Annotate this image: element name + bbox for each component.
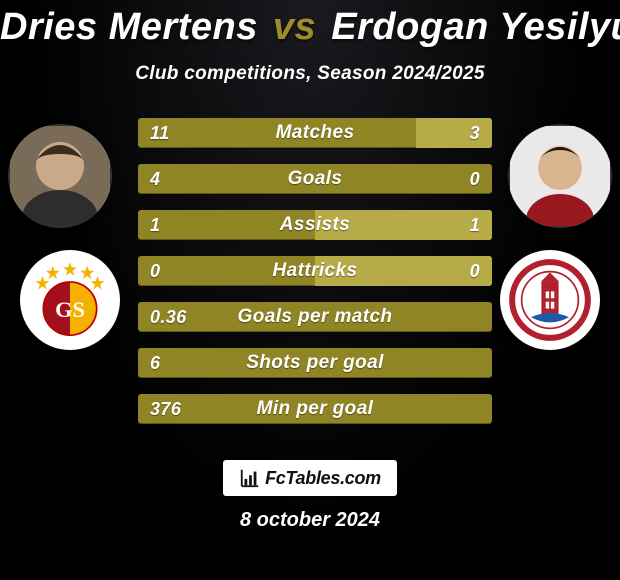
svg-text:GS: GS: [55, 297, 85, 322]
stat-row-label-wrap: 0.36Goals per match: [138, 302, 492, 332]
stat-bars: 11Matches34Goals01Assists10Hattricks00.3…: [138, 118, 492, 440]
stat-row: 6Shots per goal: [138, 348, 492, 378]
stat-value-player1: 6: [150, 353, 194, 374]
stat-value-player1: 0: [150, 261, 194, 282]
stat-label: Goals: [194, 168, 436, 190]
stat-label: Matches: [194, 122, 436, 144]
stat-row: 0.36Goals per match: [138, 302, 492, 332]
stat-value-player1: 0.36: [150, 307, 194, 328]
stat-value-player1: 376: [150, 399, 194, 420]
title-vs: vs: [269, 6, 320, 48]
stat-value-player1: 4: [150, 169, 194, 190]
stat-row-label-wrap: 11Matches3: [138, 118, 492, 148]
stat-row: 11Matches3: [138, 118, 492, 148]
galatasaray-icon: GS: [27, 257, 113, 343]
stat-value-player2: 0: [436, 261, 480, 282]
player1-name: Dries Mertens: [0, 6, 258, 48]
barchart-icon: [239, 467, 261, 489]
stat-label: Assists: [194, 214, 436, 236]
branding-badge: FcTables.com: [223, 460, 397, 496]
stat-row-label-wrap: 6Shots per goal: [138, 348, 492, 378]
stat-row-label-wrap: 4Goals0: [138, 164, 492, 194]
antalyaspor-icon: [507, 257, 593, 343]
comparison-title: Dries Mertens vs Erdogan Yesilyurt: [0, 0, 620, 49]
date-stamp: 8 october 2024: [0, 509, 620, 532]
player2-name: Erdogan Yesilyurt: [331, 6, 620, 48]
stat-row: 0Hattricks0: [138, 256, 492, 286]
stat-row-label-wrap: 0Hattricks0: [138, 256, 492, 286]
stat-label: Hattricks: [194, 260, 436, 282]
stat-value-player2: 3: [436, 123, 480, 144]
subtitle: Club competitions, Season 2024/2025: [0, 63, 620, 85]
stat-row: 1Assists1: [138, 210, 492, 240]
stat-value-player2: 1: [436, 215, 480, 236]
stat-row: 376Min per goal: [138, 394, 492, 424]
stat-label: Shots per goal: [194, 352, 436, 374]
player2-club-logo: [500, 250, 600, 350]
comparison-arena: GS 11Matches34Goals01Assists10Hattricks0…: [0, 118, 620, 448]
stat-value-player2: 0: [436, 169, 480, 190]
stat-value-player1: 11: [150, 123, 194, 144]
branding-text: FcTables.com: [265, 468, 381, 489]
stat-row: 4Goals0: [138, 164, 492, 194]
player2-portrait: [508, 124, 612, 228]
player2-face-icon: [510, 126, 610, 226]
player1-club-logo: GS: [20, 250, 120, 350]
player1-face-icon: [10, 126, 110, 226]
stat-row-label-wrap: 1Assists1: [138, 210, 492, 240]
stat-label: Min per goal: [194, 398, 436, 420]
stat-value-player1: 1: [150, 215, 194, 236]
player1-portrait: [8, 124, 112, 228]
stat-row-label-wrap: 376Min per goal: [138, 394, 492, 424]
stat-label: Goals per match: [194, 306, 436, 328]
